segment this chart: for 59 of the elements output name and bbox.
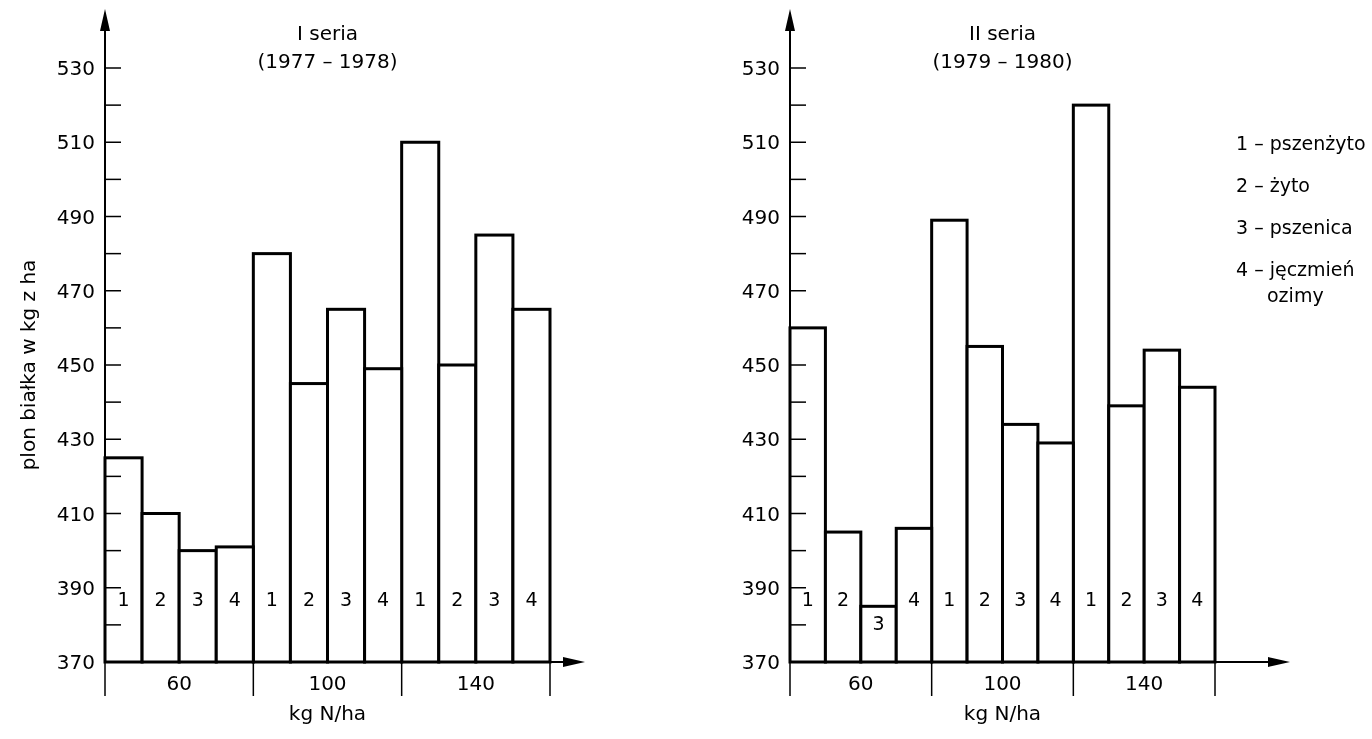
y-tick-label: 430 [56,427,95,452]
text: 4 [1191,588,1204,611]
series-label: 3 [191,588,204,611]
x-axis-title: kg N/ha [963,701,1042,725]
y-tick-label: 510 [56,130,95,155]
text: 1 [943,588,956,611]
x-tick-label: 100 [983,671,1022,695]
y-tick-label: 410 [741,501,780,526]
x-tick-label: 140 [456,671,495,695]
y-tick-label: 530 [56,56,95,80]
y-tick-label: 370 [56,650,95,674]
chart-title: II seria [969,21,1036,45]
annotation: 1 – pszenżyto [1236,132,1366,154]
y-tick-label: 510 [741,130,780,155]
x-tick-label: 60 [166,671,192,695]
text: 4 [377,588,390,611]
text: 2 [837,588,850,611]
chart-title: I seria [296,21,359,45]
y-tick-label: 390 [741,575,780,600]
text: 1 [265,588,278,611]
text: 1 [414,588,427,611]
series-label: 4 [228,588,241,611]
legend-label: 1 [801,588,814,611]
text: 1 [1084,588,1098,611]
y-tick-label: 470 [56,278,95,303]
y-tick-label: 370 [741,650,780,674]
annotation: 2 – żyto [1236,174,1310,196]
series-label: 4 [1049,588,1062,611]
y-tick-label: 450 [741,353,780,377]
text: 2 [154,588,167,611]
y-tick-label: 410 [56,501,95,526]
text: 2 [451,588,464,611]
y-axis-title: plon białka w kg z ha [16,259,40,471]
text: (1979 – 1980) [932,49,1073,73]
series-label: 3 [872,612,885,635]
y-tick-label: 490 [741,204,780,229]
series-label: 2 [302,588,316,611]
y-tick-label: 430 [741,427,780,452]
y-tick-label: 450 [56,353,95,377]
text: (1977 – 1978) [257,49,398,73]
x-tick-label: 60 [848,671,874,695]
y-tick-label: 470 [741,278,780,303]
y-tick-label: 490 [56,204,95,229]
text: 3 [1014,588,1027,611]
text: 3 [488,588,501,611]
x-tick-label: 100 [308,671,347,695]
x-axis-title: kg N/ha [288,701,367,725]
annotation: 3 – pszenica [1236,216,1353,238]
series-label: 2 [978,588,991,611]
legend-label: 1 [117,588,130,611]
text: 2 [1120,588,1133,611]
y-tick-label: 530 [741,56,780,80]
x-tick-label: 140 [1125,671,1164,695]
annotation: 4 – jęczmień ozimy [1236,258,1355,306]
text: 3 [339,588,353,611]
y-tick-label: 390 [56,575,95,600]
text: 4 [525,588,538,611]
text: 4 [907,588,921,611]
text: 3 [1155,588,1168,611]
